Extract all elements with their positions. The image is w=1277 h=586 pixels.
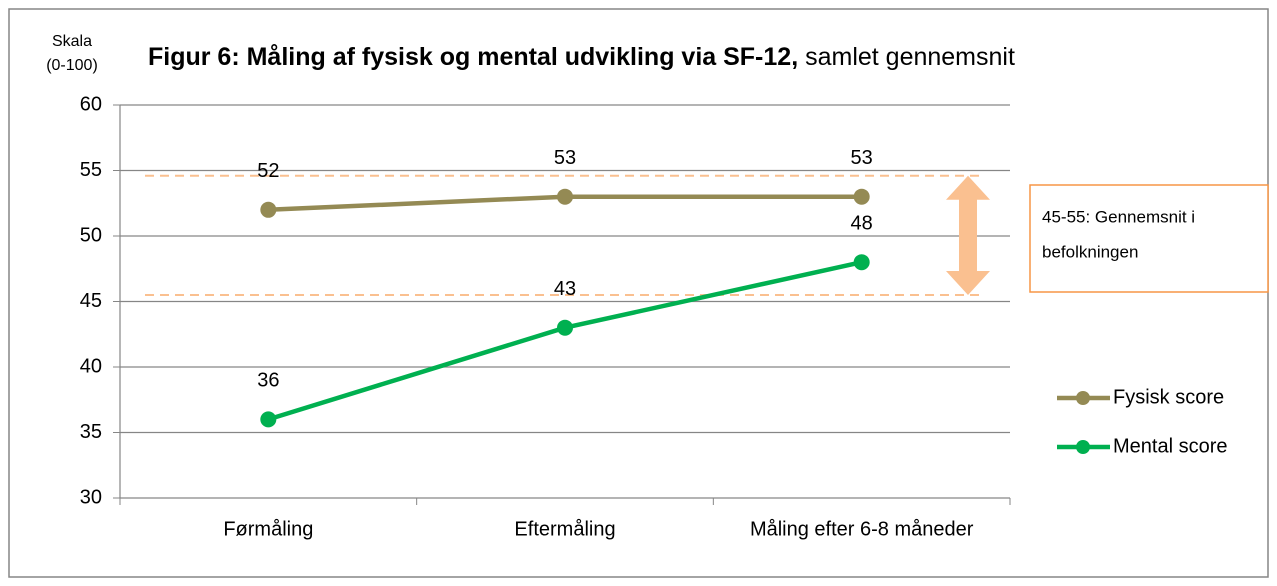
data-point	[260, 201, 277, 218]
x-tick-label: Eftermåling	[514, 518, 615, 540]
y-tick-label: 55	[80, 159, 102, 181]
chart-title: Figur 6: Måling af fysisk og mental udvi…	[148, 43, 1015, 71]
y-tick-label: 40	[80, 355, 102, 377]
data-label: 53	[554, 147, 576, 169]
legend-label: Mental score	[1113, 435, 1228, 457]
title-regular: samlet gennemsnit	[798, 43, 1015, 71]
legend-label: Fysisk score	[1113, 386, 1224, 408]
y-tick-label: 50	[80, 224, 102, 246]
annotation: befolkningen	[1042, 242, 1138, 261]
legend-marker	[1076, 391, 1090, 405]
y-tick-label: 35	[80, 421, 102, 443]
data-point	[853, 254, 870, 271]
data-point	[557, 188, 573, 205]
data-label: 43	[554, 278, 576, 300]
data-point	[853, 188, 870, 205]
data-label: 53	[851, 147, 873, 169]
y-tick-label: 30	[80, 486, 102, 508]
y-axis-label: (0-100)	[46, 57, 98, 74]
data-point	[557, 319, 573, 336]
band-arrow	[946, 175, 990, 295]
data-point	[260, 411, 277, 428]
annotation: 45-55: Gennemsnit i	[1042, 207, 1195, 226]
chart-frame	[8, 8, 1269, 578]
legend-marker	[1076, 440, 1090, 454]
x-tick-label: Førmåling	[223, 518, 313, 540]
x-tick-label: Måling efter 6-8 måneder	[750, 518, 974, 540]
annotation-box	[1029, 184, 1269, 293]
y-tick-label: 60	[80, 93, 102, 115]
data-label: 48	[851, 212, 873, 234]
y-axis-label: Skala	[52, 33, 92, 50]
title-bold: Figur 6: Måling af fysisk og mental udvi…	[148, 43, 798, 71]
data-label: 52	[257, 160, 279, 182]
data-label: 36	[257, 370, 279, 392]
y-tick-label: 45	[80, 290, 102, 312]
